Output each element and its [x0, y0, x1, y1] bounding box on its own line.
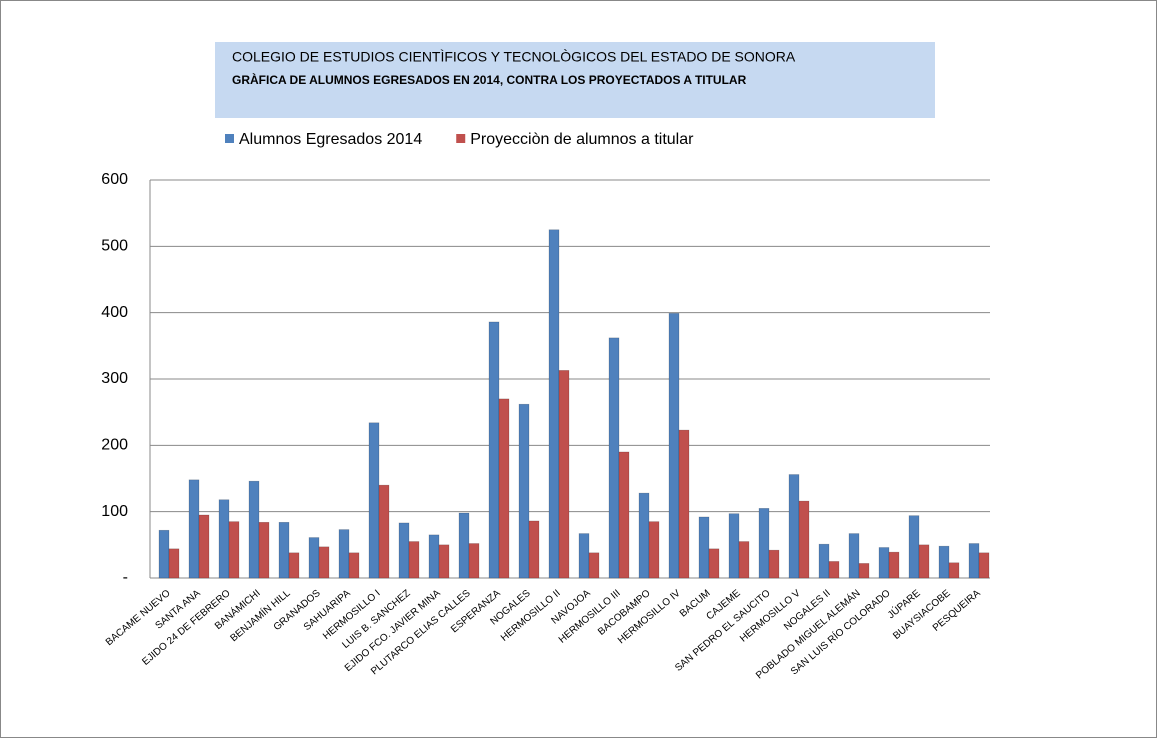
y-tick-label: 200 [101, 437, 128, 454]
bar [798, 500, 810, 579]
bar [828, 561, 840, 579]
bar [548, 229, 560, 579]
bar [308, 537, 320, 579]
chart-title: COLEGIO DE ESTUDIOS CIENTÌFICOS Y TECNOL… [232, 49, 796, 65]
bar [938, 545, 950, 579]
bar [228, 521, 240, 579]
y-tick-label: 300 [101, 370, 128, 387]
bar [528, 520, 540, 579]
bar [158, 529, 170, 579]
chart-subtitle: GRÀFICA DE ALUMNOS EGRESADOS EN 2014, CO… [232, 72, 747, 87]
bar [768, 549, 780, 579]
title-box [215, 42, 935, 118]
bar [278, 521, 290, 579]
bar [968, 543, 980, 579]
bar [978, 552, 990, 579]
bar [728, 513, 740, 579]
y-tick-label: 400 [101, 304, 128, 321]
bar [458, 512, 470, 579]
bar [588, 552, 600, 579]
bar [698, 516, 710, 579]
legend-label: Proyecciòn de alumnos a titular [470, 131, 694, 148]
bar [498, 398, 510, 579]
bar [378, 484, 390, 579]
bar [878, 547, 890, 579]
bar [438, 544, 450, 579]
bar [708, 548, 720, 579]
bar [918, 544, 930, 579]
bar [488, 321, 500, 579]
bar [348, 552, 360, 579]
bar [908, 515, 920, 579]
bar [608, 337, 620, 579]
bar [558, 370, 570, 579]
bar [648, 521, 660, 579]
bar [848, 533, 860, 579]
bar [678, 429, 690, 579]
bar [638, 492, 650, 579]
y-tick-label: 500 [101, 238, 128, 255]
bar [788, 474, 800, 579]
bar [858, 563, 870, 579]
legend-swatch [225, 134, 234, 143]
y-tick-label: 100 [101, 503, 128, 520]
bar [338, 529, 350, 579]
bar [398, 522, 410, 579]
bar [188, 479, 200, 579]
bar [818, 543, 830, 579]
bar [248, 480, 260, 579]
bar [518, 403, 530, 579]
bar [198, 514, 210, 579]
bar [758, 508, 770, 579]
bar [888, 551, 900, 579]
bar [668, 313, 680, 579]
legend-label: Alumnos Egresados 2014 [239, 131, 422, 148]
bar [168, 548, 180, 579]
bar [258, 521, 270, 579]
legend-swatch [456, 134, 466, 143]
y-tick-label: 600 [101, 171, 128, 188]
bar [948, 562, 960, 579]
bar [218, 499, 230, 579]
bar [288, 552, 300, 579]
bar [578, 533, 590, 579]
bar [618, 451, 630, 579]
bar [368, 422, 380, 579]
y-tick-label: - [123, 569, 128, 586]
bar [318, 546, 330, 579]
bar [408, 541, 420, 579]
bar [468, 543, 480, 579]
bar [738, 541, 750, 579]
bar [428, 534, 440, 579]
